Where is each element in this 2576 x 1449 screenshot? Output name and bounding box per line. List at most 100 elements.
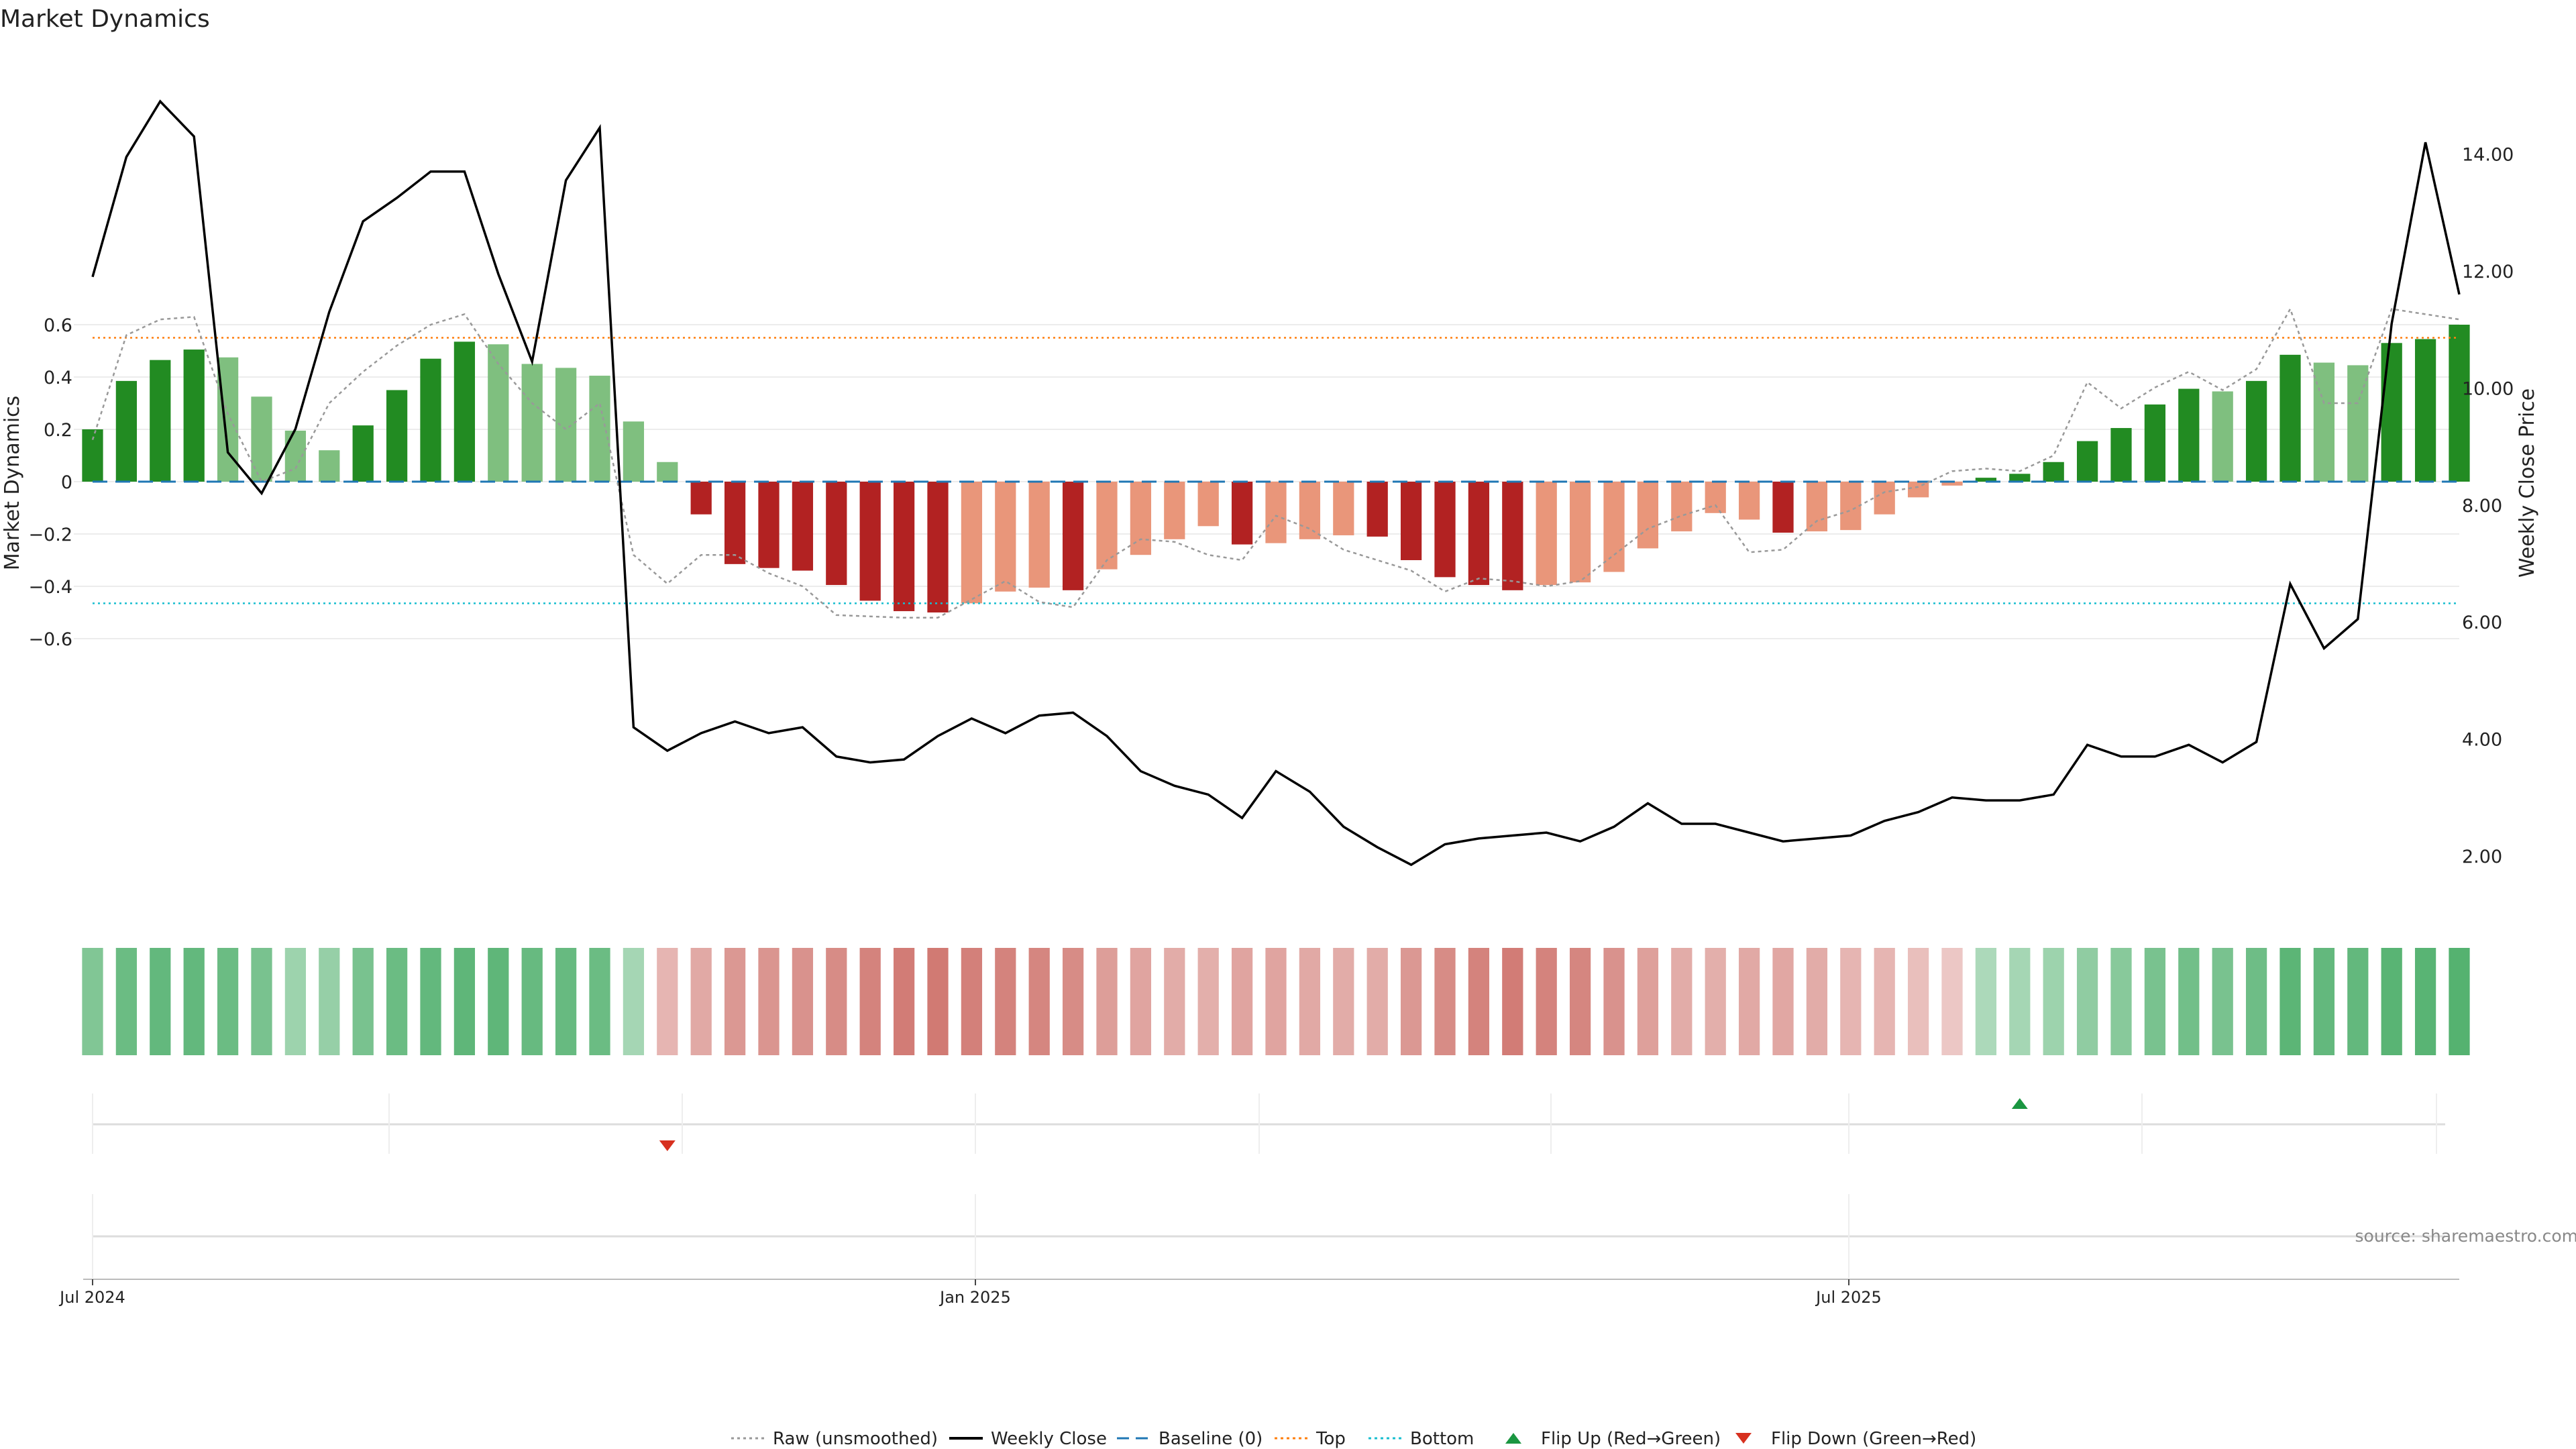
- bar: [1671, 482, 1693, 532]
- heat-cell: [82, 948, 103, 1055]
- heat-cell: [589, 948, 610, 1055]
- heat-cell: [2009, 948, 2031, 1055]
- heat-cell: [386, 948, 408, 1055]
- bar: [453, 341, 476, 482]
- heat-cell: [724, 948, 746, 1055]
- bar: [758, 482, 780, 568]
- heat-cell: [1333, 948, 1354, 1055]
- bar: [826, 482, 847, 586]
- y2-tick-label: 14.00: [2462, 145, 2514, 166]
- bar: [2212, 391, 2233, 482]
- main-panel: 0.6 0.4 0.2 0 −0.2 −0.4 −0.6 14.00 12.00 10.00 8.…: [1, 99, 2539, 867]
- bar: [2414, 339, 2436, 482]
- heat-cell: [1502, 948, 1523, 1055]
- heat-cell: [1366, 948, 1388, 1055]
- heat-cell: [2245, 948, 2267, 1055]
- heat-cell: [2381, 948, 2402, 1055]
- bar: [1400, 482, 1422, 560]
- heat-cell: [1299, 948, 1321, 1055]
- x-tick-label: Jan 2025: [938, 1288, 1011, 1307]
- heat-cell: [251, 948, 272, 1055]
- reference-lines: [93, 337, 2459, 604]
- heat-cell: [1738, 948, 1760, 1055]
- y2-tick-label: 4.00: [2462, 730, 2502, 751]
- y2-tick-label: 6.00: [2462, 612, 2502, 633]
- y-tick-label: −0.6: [28, 629, 72, 650]
- y-axis-label: Market Dynamics: [1, 396, 24, 571]
- heat-cell: [859, 948, 881, 1055]
- legend-label: Flip Down (Green→Red): [1771, 1429, 1976, 1449]
- bar: [995, 482, 1016, 592]
- bar: [792, 482, 814, 571]
- y2-tick-label: 8.00: [2462, 496, 2502, 517]
- bar: [1502, 482, 1523, 590]
- legend-label: Flip Up (Red→Green): [1541, 1429, 1721, 1449]
- heat-cell: [217, 948, 239, 1055]
- bar: [1603, 482, 1625, 572]
- x-tick-label: Jul 2024: [58, 1288, 125, 1307]
- heat-cell: [115, 948, 138, 1055]
- bar: [2381, 343, 2402, 482]
- heat-cell: [961, 948, 983, 1055]
- bar: [859, 482, 881, 601]
- bar: [1637, 482, 1659, 549]
- bar: [893, 482, 915, 612]
- x-tick-label: Jul 2025: [1815, 1288, 1882, 1307]
- bar: [2449, 325, 2470, 482]
- heat-cell: [183, 948, 205, 1055]
- chart-title: Market Dynamics: [0, 5, 210, 33]
- heat-cell: [1265, 948, 1287, 1055]
- legend-item: Weekly Close: [949, 1429, 1107, 1449]
- bar: [2076, 441, 2098, 482]
- legend-flip-up-icon: [1505, 1433, 1521, 1444]
- bar: [927, 482, 949, 612]
- legend-label: Top: [1316, 1429, 1346, 1449]
- heat-cell: [792, 948, 814, 1055]
- bar: [1569, 482, 1591, 583]
- heat-cell: [1231, 948, 1253, 1055]
- x-axis-ticks: Jul 2024 Jan 2025 Jul 2025: [58, 1279, 1882, 1307]
- bar: [1299, 482, 1321, 539]
- heat-cell: [420, 948, 441, 1055]
- heat-cell: [2347, 948, 2369, 1055]
- bar: [2347, 365, 2369, 482]
- bar: [1840, 482, 1862, 531]
- bar: [1468, 482, 1490, 586]
- bar: [1096, 482, 1118, 570]
- legend: Raw (unsmoothed) Weekly Close Baseline (0)…: [731, 1429, 1976, 1449]
- legend-label: Raw (unsmoothed): [773, 1429, 938, 1449]
- heat-cell: [1907, 948, 1929, 1055]
- heat-cell: [2414, 948, 2436, 1055]
- y-tick-label: 0: [61, 472, 72, 493]
- bar: [1941, 482, 1963, 486]
- legend-item: Top: [1275, 1429, 1346, 1449]
- heat-cell: [1874, 948, 1895, 1055]
- source-label: source: sharemaestro.com: [2355, 1226, 2576, 1246]
- bar: [1333, 482, 1354, 535]
- bar: [1806, 482, 1828, 532]
- bar: [150, 360, 171, 482]
- legend-item: Raw (unsmoothed): [731, 1429, 938, 1449]
- y2-tick-label: 10.00: [2462, 378, 2514, 399]
- bar: [1366, 482, 1388, 537]
- y-tick-label: −0.2: [28, 525, 72, 545]
- heat-cell: [1434, 948, 1456, 1055]
- flip-down-marker: [659, 1140, 676, 1151]
- bar: [1874, 482, 1895, 515]
- heat-cell: [623, 948, 645, 1055]
- heat-cell: [2212, 948, 2233, 1055]
- legend-item: Flip Down (Green→Red): [1735, 1429, 1976, 1449]
- heat-cell: [2449, 948, 2470, 1055]
- bar: [2279, 354, 2301, 482]
- bar: [2043, 462, 2064, 482]
- bar: [1975, 478, 1997, 482]
- heat-cell: [1536, 948, 1557, 1055]
- bar: [1265, 482, 1287, 543]
- bottom-panel: [83, 1194, 2459, 1280]
- heat-cell: [1671, 948, 1693, 1055]
- heat-cell: [2279, 948, 2301, 1055]
- bar: [352, 425, 374, 482]
- heat-cell: [1569, 948, 1591, 1055]
- bar: [1536, 482, 1557, 586]
